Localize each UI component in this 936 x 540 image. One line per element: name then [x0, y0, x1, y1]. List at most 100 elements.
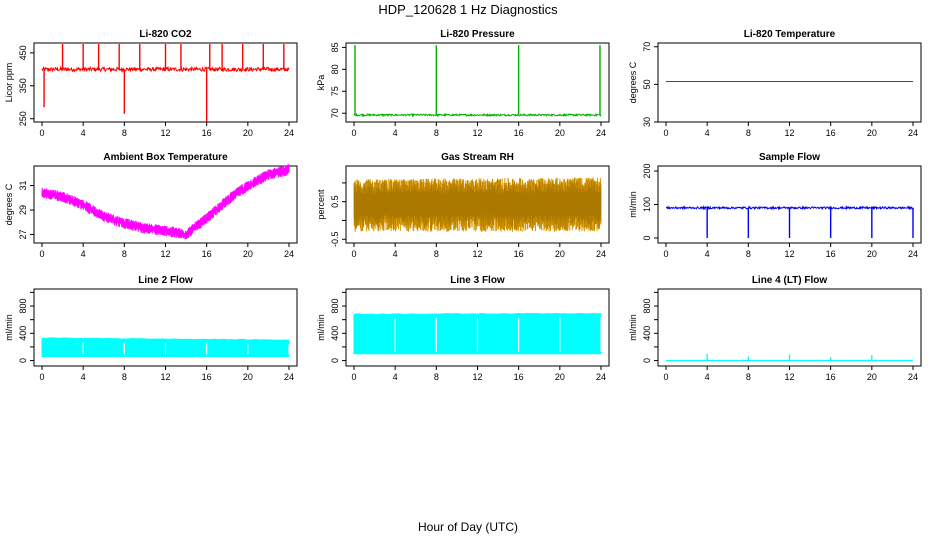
x-tick-label: 8 — [746, 128, 751, 138]
panel-title-li-820-co2: Li-820 CO2 — [139, 29, 192, 40]
x-tick-label: 16 — [514, 249, 524, 259]
panel-ambient-box-temperature: Ambient Box Temperature degrees C 0 4 8 12 16 2… — [4, 152, 298, 259]
x-tick-label: 16 — [514, 372, 524, 382]
x-tick-label: 24 — [596, 128, 606, 138]
panel-li-820-temperature: Li-820 Temperature degrees C 0 4 8 12 16 20 24 30… — [628, 29, 922, 138]
x-tick-label: 20 — [243, 372, 253, 382]
y-tick-label: 27 — [18, 229, 28, 239]
y-tick-label: 80 — [330, 64, 340, 74]
x-tick-label: 24 — [908, 128, 918, 138]
panel-li-820-co2: Li-820 CO2 Licor ppm 0 4 8 12 16 20 24 250 350 450 — [4, 29, 298, 138]
plot-frame-li-820-temperature — [657, 42, 922, 123]
x-tick-label: 24 — [908, 249, 918, 259]
panel-line-4-lt-flow: Line 4 (LT) Flow ml/min 0 4 8 12 16 20 24 0 400 800 — [628, 275, 922, 382]
y-tick-label: 400 — [18, 326, 28, 341]
y-tick-label: 0.5 — [330, 195, 340, 208]
x-tick-label: 0 — [39, 372, 44, 382]
y-tick-label: 0 — [330, 358, 340, 363]
series-line-li-820-co2 — [41, 65, 290, 74]
y-tick-label: 85 — [330, 42, 340, 52]
x-tick-label: 16 — [514, 128, 524, 138]
x-tick-label: 12 — [160, 372, 170, 382]
x-tick-label: 8 — [122, 372, 127, 382]
x-tick-label: 0 — [39, 128, 44, 138]
panel-li-820-pressure: Li-820 Pressure kPa 0 4 8 12 16 20 24 70 75 80 85 — [316, 29, 610, 138]
y-tick-label: 450 — [18, 45, 28, 60]
y-tick-label: 75 — [330, 86, 340, 96]
ylabel-line-4-lt-flow: ml/min — [628, 314, 638, 341]
x-tick-label: 12 — [472, 372, 482, 382]
x-tick-label: 16 — [826, 249, 836, 259]
y-tick-label: 50 — [642, 79, 652, 89]
x-tick-label: 8 — [746, 249, 751, 259]
series-band-shade-gas-stream-rh — [353, 177, 602, 232]
x-tick-label: 20 — [243, 128, 253, 138]
x-tick-label: 24 — [284, 249, 294, 259]
x-tick-label: 0 — [39, 249, 44, 259]
x-tick-label: 0 — [663, 128, 668, 138]
panel-title-li-820-temperature: Li-820 Temperature — [744, 29, 836, 40]
x-tick-label: 16 — [202, 372, 212, 382]
y-tick-label: 29 — [18, 205, 28, 215]
ylabel-line-3-flow: ml/min — [316, 314, 326, 341]
x-tick-label: 12 — [784, 249, 794, 259]
y-tick-label: 800 — [330, 299, 340, 314]
x-tick-label: 20 — [867, 249, 877, 259]
panel-title-line-2-flow: Line 2 Flow — [138, 275, 193, 286]
x-tick-label: 20 — [555, 249, 565, 259]
x-tick-label: 20 — [867, 372, 877, 382]
y-tick-label: 350 — [18, 78, 28, 93]
y-tick-label: 0 — [642, 358, 652, 363]
panel-title-li-820-pressure: Li-820 Pressure — [440, 29, 515, 40]
ylabel-gas-stream-rh: percent — [316, 189, 326, 220]
panel-gas-stream-rh: Gas Stream RH percent 0 4 8 12 16 20 24 -0.5 0.5 — [316, 152, 610, 259]
x-tick-label: 12 — [472, 128, 482, 138]
x-tick-label: 4 — [705, 249, 710, 259]
y-tick-label: 400 — [642, 326, 652, 341]
ylabel-ambient-box-temperature: degrees C — [4, 183, 14, 225]
ylabel-sample-flow: ml/min — [628, 191, 638, 218]
ylabel-li-820-co2: Licor ppm — [4, 63, 14, 103]
x-tick-label: 20 — [243, 249, 253, 259]
x-tick-label: 8 — [746, 372, 751, 382]
y-tick-label: 31 — [18, 181, 28, 191]
x-tick-label: 20 — [555, 128, 565, 138]
y-tick-label: -0.5 — [330, 231, 340, 247]
x-tick-label: 12 — [784, 128, 794, 138]
x-tick-label: 16 — [202, 128, 212, 138]
y-tick-label: 0 — [642, 235, 652, 240]
x-tick-label: 12 — [160, 249, 170, 259]
ylabel-li-820-pressure: kPa — [316, 75, 326, 91]
panel-title-line-4-lt-flow: Line 4 (LT) Flow — [752, 275, 828, 286]
x-tick-label: 4 — [81, 249, 86, 259]
x-tick-label: 24 — [596, 372, 606, 382]
x-tick-label: 8 — [434, 128, 439, 138]
panel-title-gas-stream-rh: Gas Stream RH — [441, 152, 514, 163]
x-tick-label: 0 — [663, 372, 668, 382]
y-tick-label: 800 — [18, 299, 28, 314]
y-tick-label: 400 — [330, 326, 340, 341]
y-tick-label: 250 — [18, 111, 28, 126]
x-tick-label: 0 — [351, 249, 356, 259]
x-tick-label: 24 — [284, 128, 294, 138]
x-tick-label: 12 — [784, 372, 794, 382]
series-line-li-820-pressure — [353, 112, 602, 118]
x-tick-label: 8 — [122, 128, 127, 138]
x-tick-label: 12 — [160, 128, 170, 138]
x-tick-label: 8 — [122, 249, 127, 259]
panel-sample-flow: Sample Flow ml/min 0 4 8 12 16 20 24 0 100 200 — [628, 152, 922, 259]
x-tick-label: 24 — [596, 249, 606, 259]
x-tick-label: 24 — [908, 372, 918, 382]
x-tick-label: 20 — [867, 128, 877, 138]
x-tick-label: 8 — [434, 249, 439, 259]
x-tick-label: 12 — [472, 249, 482, 259]
x-tick-label: 24 — [284, 372, 294, 382]
x-tick-label: 4 — [81, 128, 86, 138]
x-tick-label: 4 — [393, 249, 398, 259]
x-tick-label: 8 — [434, 372, 439, 382]
panel-line-3-flow: Line 3 Flow ml/min 0 4 8 12 16 20 24 0 400 800 — [316, 275, 610, 382]
x-tick-label: 4 — [393, 128, 398, 138]
figure-xlabel: Hour of Day (UTC) — [418, 520, 518, 534]
